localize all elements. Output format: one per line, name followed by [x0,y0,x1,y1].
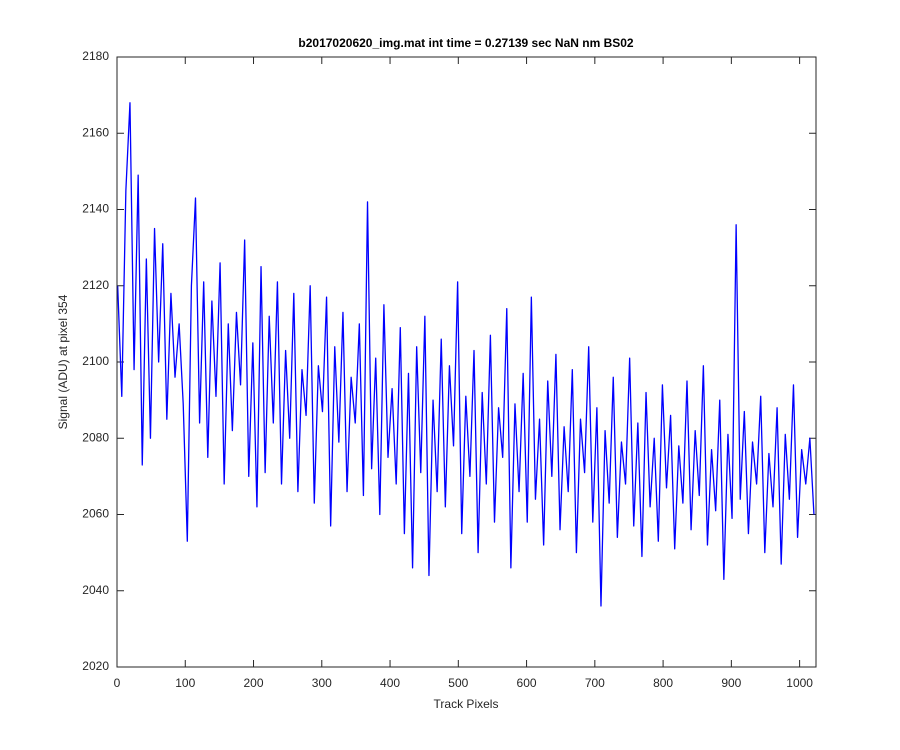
chart-title: b2017020620_img.mat int time = 0.27139 s… [298,36,634,50]
y-axis-label: Signal (ADU) at pixel 354 [56,294,70,429]
y-tick-label: 2120 [82,278,109,292]
x-tick-label: 600 [517,676,537,690]
x-axis-label: Track Pixels [434,697,499,711]
x-tick-label: 400 [380,676,400,690]
plot-frame [116,56,817,668]
y-tick-label: 2160 [82,125,109,139]
y-tick-label: 2040 [82,583,109,597]
x-tick-label: 200 [244,676,264,690]
data-line [117,102,815,607]
y-tick-label: 2140 [82,202,109,216]
y-tick-label: 2020 [82,659,109,673]
x-tick-label: 0 [114,676,121,690]
y-tick-label: 2180 [82,49,109,63]
y-tick-label: 2100 [82,354,109,368]
x-tick-label: 100 [175,676,195,690]
x-tick-label: 300 [312,676,332,690]
x-tick-label: 1000 [786,676,813,690]
x-tick-label: 900 [721,676,741,690]
x-tick-label: 500 [448,676,468,690]
y-tick-label: 2060 [82,507,109,521]
y-tick-label: 2080 [82,430,109,444]
x-tick-label: 800 [653,676,673,690]
x-tick-label: 700 [585,676,605,690]
